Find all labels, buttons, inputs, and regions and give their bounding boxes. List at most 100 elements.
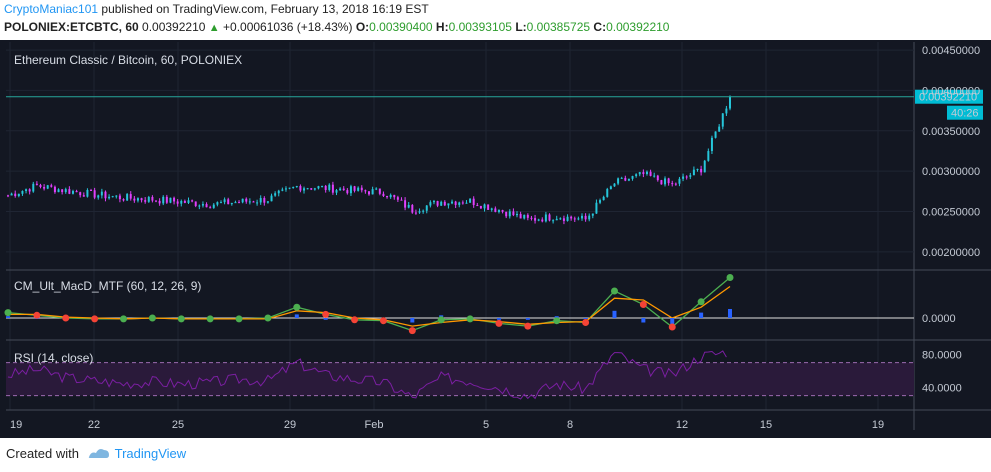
- tradingview-logo-icon: [88, 449, 109, 458]
- candle-body: [649, 171, 652, 176]
- candle-body: [252, 201, 255, 203]
- macd-panel-title: CM_Ult_MacD_MTF (60, 12, 26, 9): [14, 279, 201, 293]
- candle-body: [580, 215, 583, 219]
- candle-body: [79, 192, 82, 196]
- x-tick-label: 22: [88, 419, 100, 431]
- candle-body: [147, 196, 150, 202]
- candle-body: [472, 198, 475, 206]
- candle-body: [10, 193, 13, 196]
- candle-body: [93, 190, 96, 198]
- y-tick-label: 0.00200000: [922, 247, 980, 259]
- x-tick-label: 8: [567, 419, 573, 431]
- macd-hist-bar: [410, 318, 415, 323]
- macd-hist-bar: [6, 316, 10, 318]
- up-triangle-icon: ▲: [208, 22, 220, 34]
- candle-body: [490, 208, 493, 210]
- macd-cross-dot: [582, 319, 590, 326]
- candle-body: [7, 195, 9, 197]
- candle-body: [303, 188, 306, 191]
- candle-body: [696, 168, 699, 170]
- macd-cross-dot: [91, 315, 99, 323]
- candle-body: [534, 218, 537, 221]
- author-link[interactable]: CryptoManiac101: [4, 2, 99, 16]
- rsi-panel-title: RSI (14, close): [14, 351, 93, 365]
- candle-body: [653, 175, 656, 177]
- candle-body: [599, 200, 602, 203]
- candle-body: [14, 193, 17, 197]
- candle-body: [497, 210, 500, 212]
- tradingview-link[interactable]: TradingView: [114, 446, 187, 461]
- candle-body: [274, 193, 277, 196]
- candle-body: [714, 131, 717, 138]
- candle-body: [718, 126, 721, 132]
- candle-body: [443, 201, 446, 206]
- macd-hist-bar: [728, 309, 732, 318]
- candle-body: [212, 204, 215, 208]
- candle-body: [324, 185, 327, 190]
- candle-body: [17, 193, 20, 197]
- candle-body: [32, 183, 35, 192]
- chart-canvas[interactable]: 0.00200000 0.00250000 0.00300000 0.00350000…: [0, 40, 991, 438]
- candle-body: [241, 198, 244, 203]
- candle-body: [389, 194, 392, 198]
- macd-hist-bar: [699, 312, 704, 318]
- candle-body: [216, 202, 219, 205]
- candle-body: [328, 184, 331, 190]
- candle-body: [526, 214, 529, 218]
- candle-body: [613, 183, 616, 187]
- candle-body: [537, 219, 540, 221]
- macd-cross-dot: [726, 274, 734, 281]
- candle-body: [703, 160, 706, 173]
- candle-body: [440, 201, 443, 206]
- candle-body: [548, 214, 551, 221]
- candle-body: [432, 201, 435, 203]
- candle-body: [263, 198, 266, 203]
- x-tick-label: 12: [676, 419, 688, 431]
- countdown-badge-label: 40:26: [951, 108, 979, 120]
- candle-body: [606, 189, 609, 197]
- candle-body: [86, 189, 89, 197]
- candle-body: [368, 191, 370, 195]
- candle-body: [151, 196, 154, 201]
- macd-cross-dot: [264, 314, 272, 322]
- candle-body: [721, 113, 724, 127]
- candle-body: [295, 186, 298, 188]
- candle-body: [414, 212, 417, 214]
- candle-body: [126, 194, 129, 201]
- candle-body: [620, 177, 623, 179]
- candle-body: [458, 202, 461, 205]
- candle-body: [725, 108, 728, 114]
- candle-body: [386, 195, 389, 198]
- candle-body: [133, 198, 136, 201]
- candle-body: [393, 194, 396, 198]
- candle-body: [223, 199, 226, 203]
- candle-body: [115, 195, 118, 197]
- candle-body: [577, 218, 580, 220]
- candle-body: [400, 199, 403, 201]
- candle-body: [360, 187, 363, 191]
- candle-body: [162, 196, 165, 204]
- candle-body: [375, 188, 378, 190]
- candle-body: [407, 204, 410, 208]
- rsi-line: [7, 350, 727, 400]
- candle-body: [270, 195, 273, 202]
- candle-body: [689, 175, 692, 177]
- close-label: C:: [593, 20, 607, 34]
- candle-body: [248, 201, 251, 203]
- x-tick-label: 25: [172, 419, 184, 431]
- candle-body: [194, 201, 197, 206]
- last-price-badge: [915, 89, 983, 104]
- macd-cross-dot: [524, 322, 532, 330]
- candle-body: [39, 184, 42, 187]
- candle-body: [198, 205, 201, 207]
- last-price: 0.00392210: [142, 20, 206, 34]
- candle-body: [656, 175, 659, 181]
- candle-body: [617, 178, 620, 184]
- candle-body: [671, 183, 674, 185]
- macd-cross-dot: [379, 317, 387, 325]
- candle-body: [288, 187, 291, 189]
- candle-body: [144, 200, 147, 202]
- symbol-label: POLONIEX:ETCBTC, 60: [4, 20, 139, 34]
- candle-body: [284, 188, 287, 190]
- countdown-badge: [947, 105, 983, 120]
